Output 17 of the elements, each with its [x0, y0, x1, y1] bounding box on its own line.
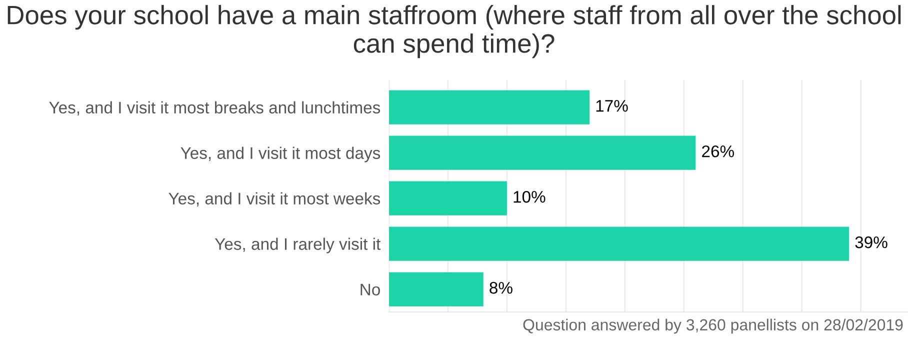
data-label: 17% — [596, 100, 628, 112]
y-tick-label: No — [360, 284, 380, 296]
chart-title: Does your school have a main staffroom (where staff from all over the school can spend time)? — [8, 5, 901, 58]
data-label: 10% — [514, 190, 546, 203]
bar — [389, 181, 507, 216]
bar — [389, 272, 484, 306]
y-tick-label: Yes, and I visit it most breaks and lunchtimes — [49, 101, 380, 116]
data-label: 26% — [702, 145, 734, 158]
data-label: 39% — [855, 236, 888, 248]
bar — [389, 136, 696, 170]
bar — [389, 90, 590, 124]
data-label: 8% — [490, 282, 512, 294]
bar — [389, 226, 850, 261]
text: Question answered by 3,260 panellists on 28/02/2019 — [523, 318, 903, 334]
y-tick-label: Yes, and I rarely visit it — [214, 238, 381, 254]
y-tick-label: Yes, and I visit it most days — [180, 146, 380, 162]
y-tick-label: Yes, and I visit it most weeks — [168, 192, 380, 206]
